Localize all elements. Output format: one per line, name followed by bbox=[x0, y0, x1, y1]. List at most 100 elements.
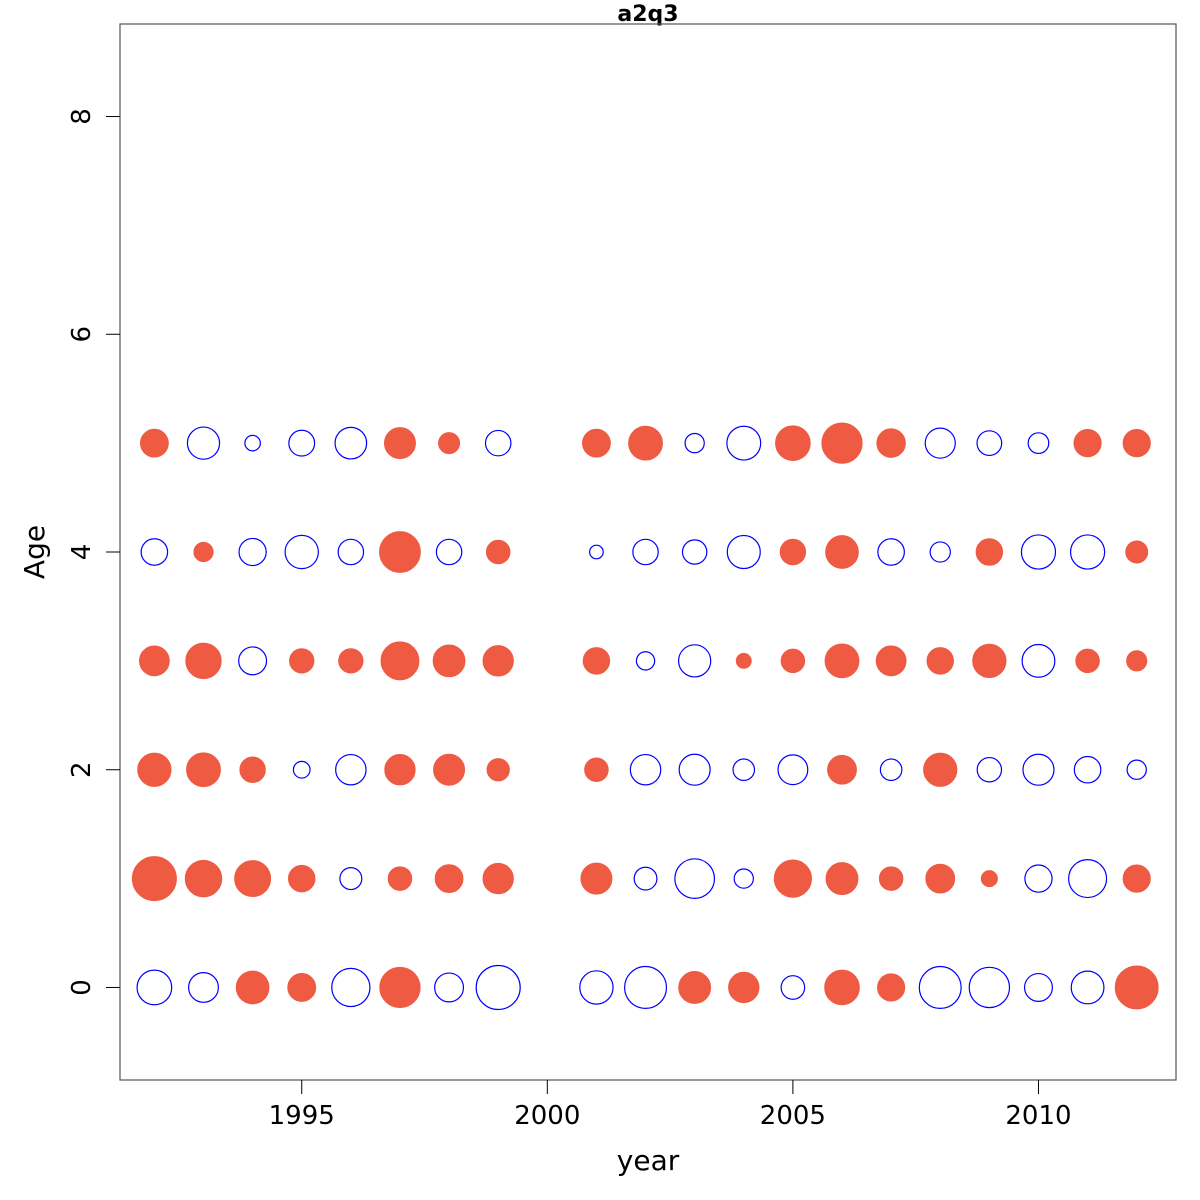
bubble-positive bbox=[773, 859, 812, 898]
bubble-negative bbox=[1020, 534, 1057, 570]
bubble-positive bbox=[186, 752, 221, 788]
bubble-negative bbox=[435, 538, 463, 566]
bubble-positive bbox=[972, 643, 1007, 678]
bubble-positive bbox=[1075, 648, 1100, 674]
bubble-negative bbox=[140, 538, 169, 566]
y-axis-label: Age bbox=[18, 525, 51, 579]
y-tick-label: 2 bbox=[67, 761, 97, 778]
bubble-positive bbox=[338, 648, 364, 674]
bubble-positive bbox=[878, 866, 904, 891]
bubble-positive bbox=[876, 428, 906, 458]
bubble-negative bbox=[777, 754, 809, 786]
bubble-negative bbox=[1070, 970, 1105, 1005]
bubble-positive bbox=[875, 645, 907, 677]
bubble-negative bbox=[1027, 432, 1050, 455]
chart-title: a2q3 bbox=[617, 2, 678, 27]
y-tick-label: 0 bbox=[67, 979, 97, 996]
bubble-negative bbox=[976, 430, 1003, 457]
bubble-positive bbox=[1125, 540, 1149, 564]
bubble-negative bbox=[732, 758, 756, 782]
bubble-positive bbox=[824, 643, 860, 679]
bubble-negative bbox=[284, 534, 319, 570]
bubble-positive bbox=[379, 531, 421, 573]
bubble-negative bbox=[733, 868, 754, 889]
bubble-negative bbox=[1023, 972, 1053, 1002]
bubble-positive bbox=[384, 754, 416, 786]
bubble-negative bbox=[589, 544, 604, 560]
bubble-negative bbox=[929, 541, 951, 563]
bubble-positive bbox=[926, 647, 954, 675]
bubble-positive bbox=[137, 752, 172, 787]
bubble-positive bbox=[1126, 650, 1148, 672]
bubble-positive bbox=[780, 648, 806, 674]
bubble-positive bbox=[824, 969, 860, 1006]
bubble-negative bbox=[674, 858, 716, 899]
bubble-positive bbox=[678, 971, 712, 1004]
bubble-positive bbox=[433, 753, 466, 786]
bubble-positive bbox=[827, 754, 857, 785]
bubble-negative bbox=[624, 965, 668, 1009]
bubble-positive bbox=[1073, 429, 1102, 458]
bubble-negative bbox=[633, 866, 658, 891]
plot-frame bbox=[119, 23, 1177, 1081]
bubble-negative bbox=[188, 971, 219, 1003]
x-tick-label: 1995 bbox=[269, 1101, 335, 1131]
x-tick-label: 2010 bbox=[1005, 1101, 1071, 1131]
bubble-positive bbox=[980, 870, 998, 888]
bubble-positive bbox=[877, 973, 906, 1002]
bubble-negative bbox=[1073, 755, 1102, 784]
bubble-positive bbox=[779, 538, 807, 566]
x-axis-label: year bbox=[617, 1144, 680, 1177]
bubble-positive bbox=[821, 422, 863, 464]
bubble-positive bbox=[582, 428, 611, 458]
bubble-positive bbox=[289, 648, 315, 674]
bubble-negative bbox=[1021, 643, 1056, 678]
bubble-negative bbox=[244, 434, 261, 452]
bubble-negative bbox=[1024, 864, 1053, 893]
bubble-positive bbox=[287, 973, 317, 1002]
bubble-positive bbox=[825, 862, 859, 896]
bubble-negative bbox=[678, 753, 711, 786]
y-tick-label: 4 bbox=[67, 544, 97, 561]
bubble-negative bbox=[475, 964, 521, 1011]
bubble-negative bbox=[780, 975, 806, 1000]
bubble-positive bbox=[235, 970, 270, 1005]
bubble-negative bbox=[968, 966, 1011, 1009]
bubble-negative bbox=[1068, 859, 1108, 899]
bubble-negative bbox=[1069, 534, 1106, 570]
bubble-negative bbox=[1126, 759, 1147, 780]
bubble-negative bbox=[288, 429, 316, 457]
bubble-positive bbox=[438, 432, 461, 455]
bubble-positive bbox=[434, 864, 464, 894]
bubble-negative bbox=[726, 534, 761, 570]
x-axis: 1995 2000 2005 2010 bbox=[269, 1080, 1072, 1131]
bubble-positive bbox=[580, 862, 613, 895]
bubble-negative bbox=[579, 970, 614, 1005]
bubble-negative bbox=[681, 539, 708, 565]
bubble-positive bbox=[432, 644, 466, 678]
bubble-negative bbox=[136, 969, 173, 1006]
bubble-negative bbox=[337, 538, 365, 566]
bubble-negative bbox=[677, 644, 712, 678]
bubble-negative bbox=[186, 426, 221, 460]
bubble-positive bbox=[923, 752, 958, 787]
bubble-positive bbox=[387, 866, 413, 891]
bubble-negative bbox=[879, 758, 903, 782]
bubble-positive bbox=[735, 652, 752, 669]
bubble-negative bbox=[238, 646, 268, 676]
bubble-negative bbox=[335, 753, 367, 786]
bubble-negative bbox=[877, 538, 905, 566]
bubble-positive bbox=[1114, 965, 1159, 1010]
bubble-positive bbox=[139, 645, 170, 677]
bubble-negative bbox=[924, 427, 956, 459]
bubble-negative bbox=[331, 967, 371, 1008]
bubble-negative bbox=[339, 867, 363, 891]
bubble-positive bbox=[185, 642, 222, 680]
bubble-positive bbox=[239, 756, 266, 783]
y-tick-label: 8 bbox=[67, 108, 97, 125]
bubble-positive bbox=[184, 859, 223, 898]
bubble-positive bbox=[628, 425, 663, 461]
bubble-negative bbox=[238, 537, 267, 567]
x-tick-label: 2005 bbox=[760, 1101, 826, 1131]
